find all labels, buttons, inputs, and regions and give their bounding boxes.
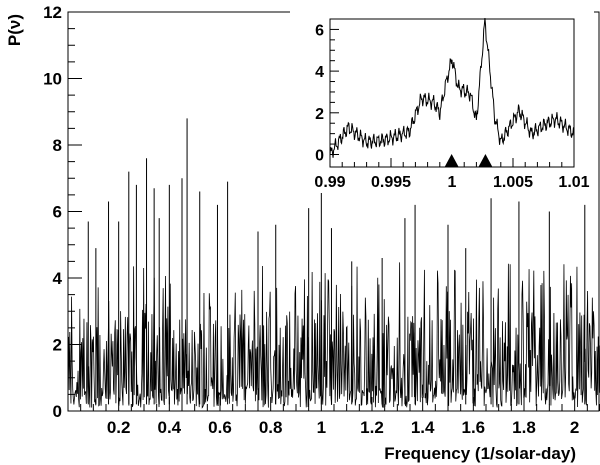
x-tick-label: 0.4 <box>158 418 182 437</box>
y-tick-label: 2 <box>53 336 62 355</box>
y-tick-label: 6 <box>53 203 62 222</box>
y-axis-title: P(ν) <box>5 14 24 46</box>
inset-series-group <box>329 17 575 158</box>
inset-x-axis: 0.99 0.995 1 1.005 1.01 <box>314 158 590 191</box>
x-tick-label: 0.6 <box>208 418 232 437</box>
inset-x-tick-label: 1 <box>448 174 457 191</box>
y-tick-label: 10 <box>43 70 62 89</box>
inset-y-tick-label: 4 <box>315 64 324 81</box>
x-tick-label: 2 <box>570 418 579 437</box>
inset-x-tick-label: 0.99 <box>314 174 345 191</box>
x-axis-title: Frequency (1/solar-day) <box>384 444 576 463</box>
inset-y-tick-label: 2 <box>315 106 324 123</box>
main-y-axis: 0 2 4 6 8 10 12 <box>43 3 82 421</box>
x-tick-label: 0.2 <box>107 418 131 437</box>
main-series-line <box>67 262 600 409</box>
x-tick-label: 1.2 <box>360 418 384 437</box>
inset-periodogram: 0 2 4 6 0.99 0.995 1 1.005 1.01 <box>290 9 594 193</box>
x-tick-label: 1.4 <box>411 418 435 437</box>
y-tick-label: 8 <box>53 136 62 155</box>
x-tick-label: 0.8 <box>259 418 283 437</box>
x-tick-label: 1 <box>317 418 326 437</box>
y-tick-label: 12 <box>43 3 62 22</box>
x-tick-label: 1.6 <box>462 418 486 437</box>
main-series-group <box>67 118 600 409</box>
inset-y-tick-label: 6 <box>315 22 324 39</box>
inset-x-tick-label: 1.005 <box>493 174 533 191</box>
inset-x-tick-label: 0.995 <box>371 174 411 191</box>
y-tick-label: 4 <box>53 269 63 288</box>
solar-day-marker <box>444 154 459 167</box>
inset-background <box>290 9 594 193</box>
inset-y-tick-label: 0 <box>315 147 324 164</box>
x-tick-label: 1.8 <box>512 418 536 437</box>
y-tick-label: 0 <box>53 402 62 421</box>
inset-markers <box>444 154 493 167</box>
inset-x-tick-label: 1.01 <box>558 174 589 191</box>
sidereal-day-marker <box>478 154 493 167</box>
inset-series-line <box>329 17 575 158</box>
inset-y-axis: 0 2 4 6 <box>315 22 339 164</box>
